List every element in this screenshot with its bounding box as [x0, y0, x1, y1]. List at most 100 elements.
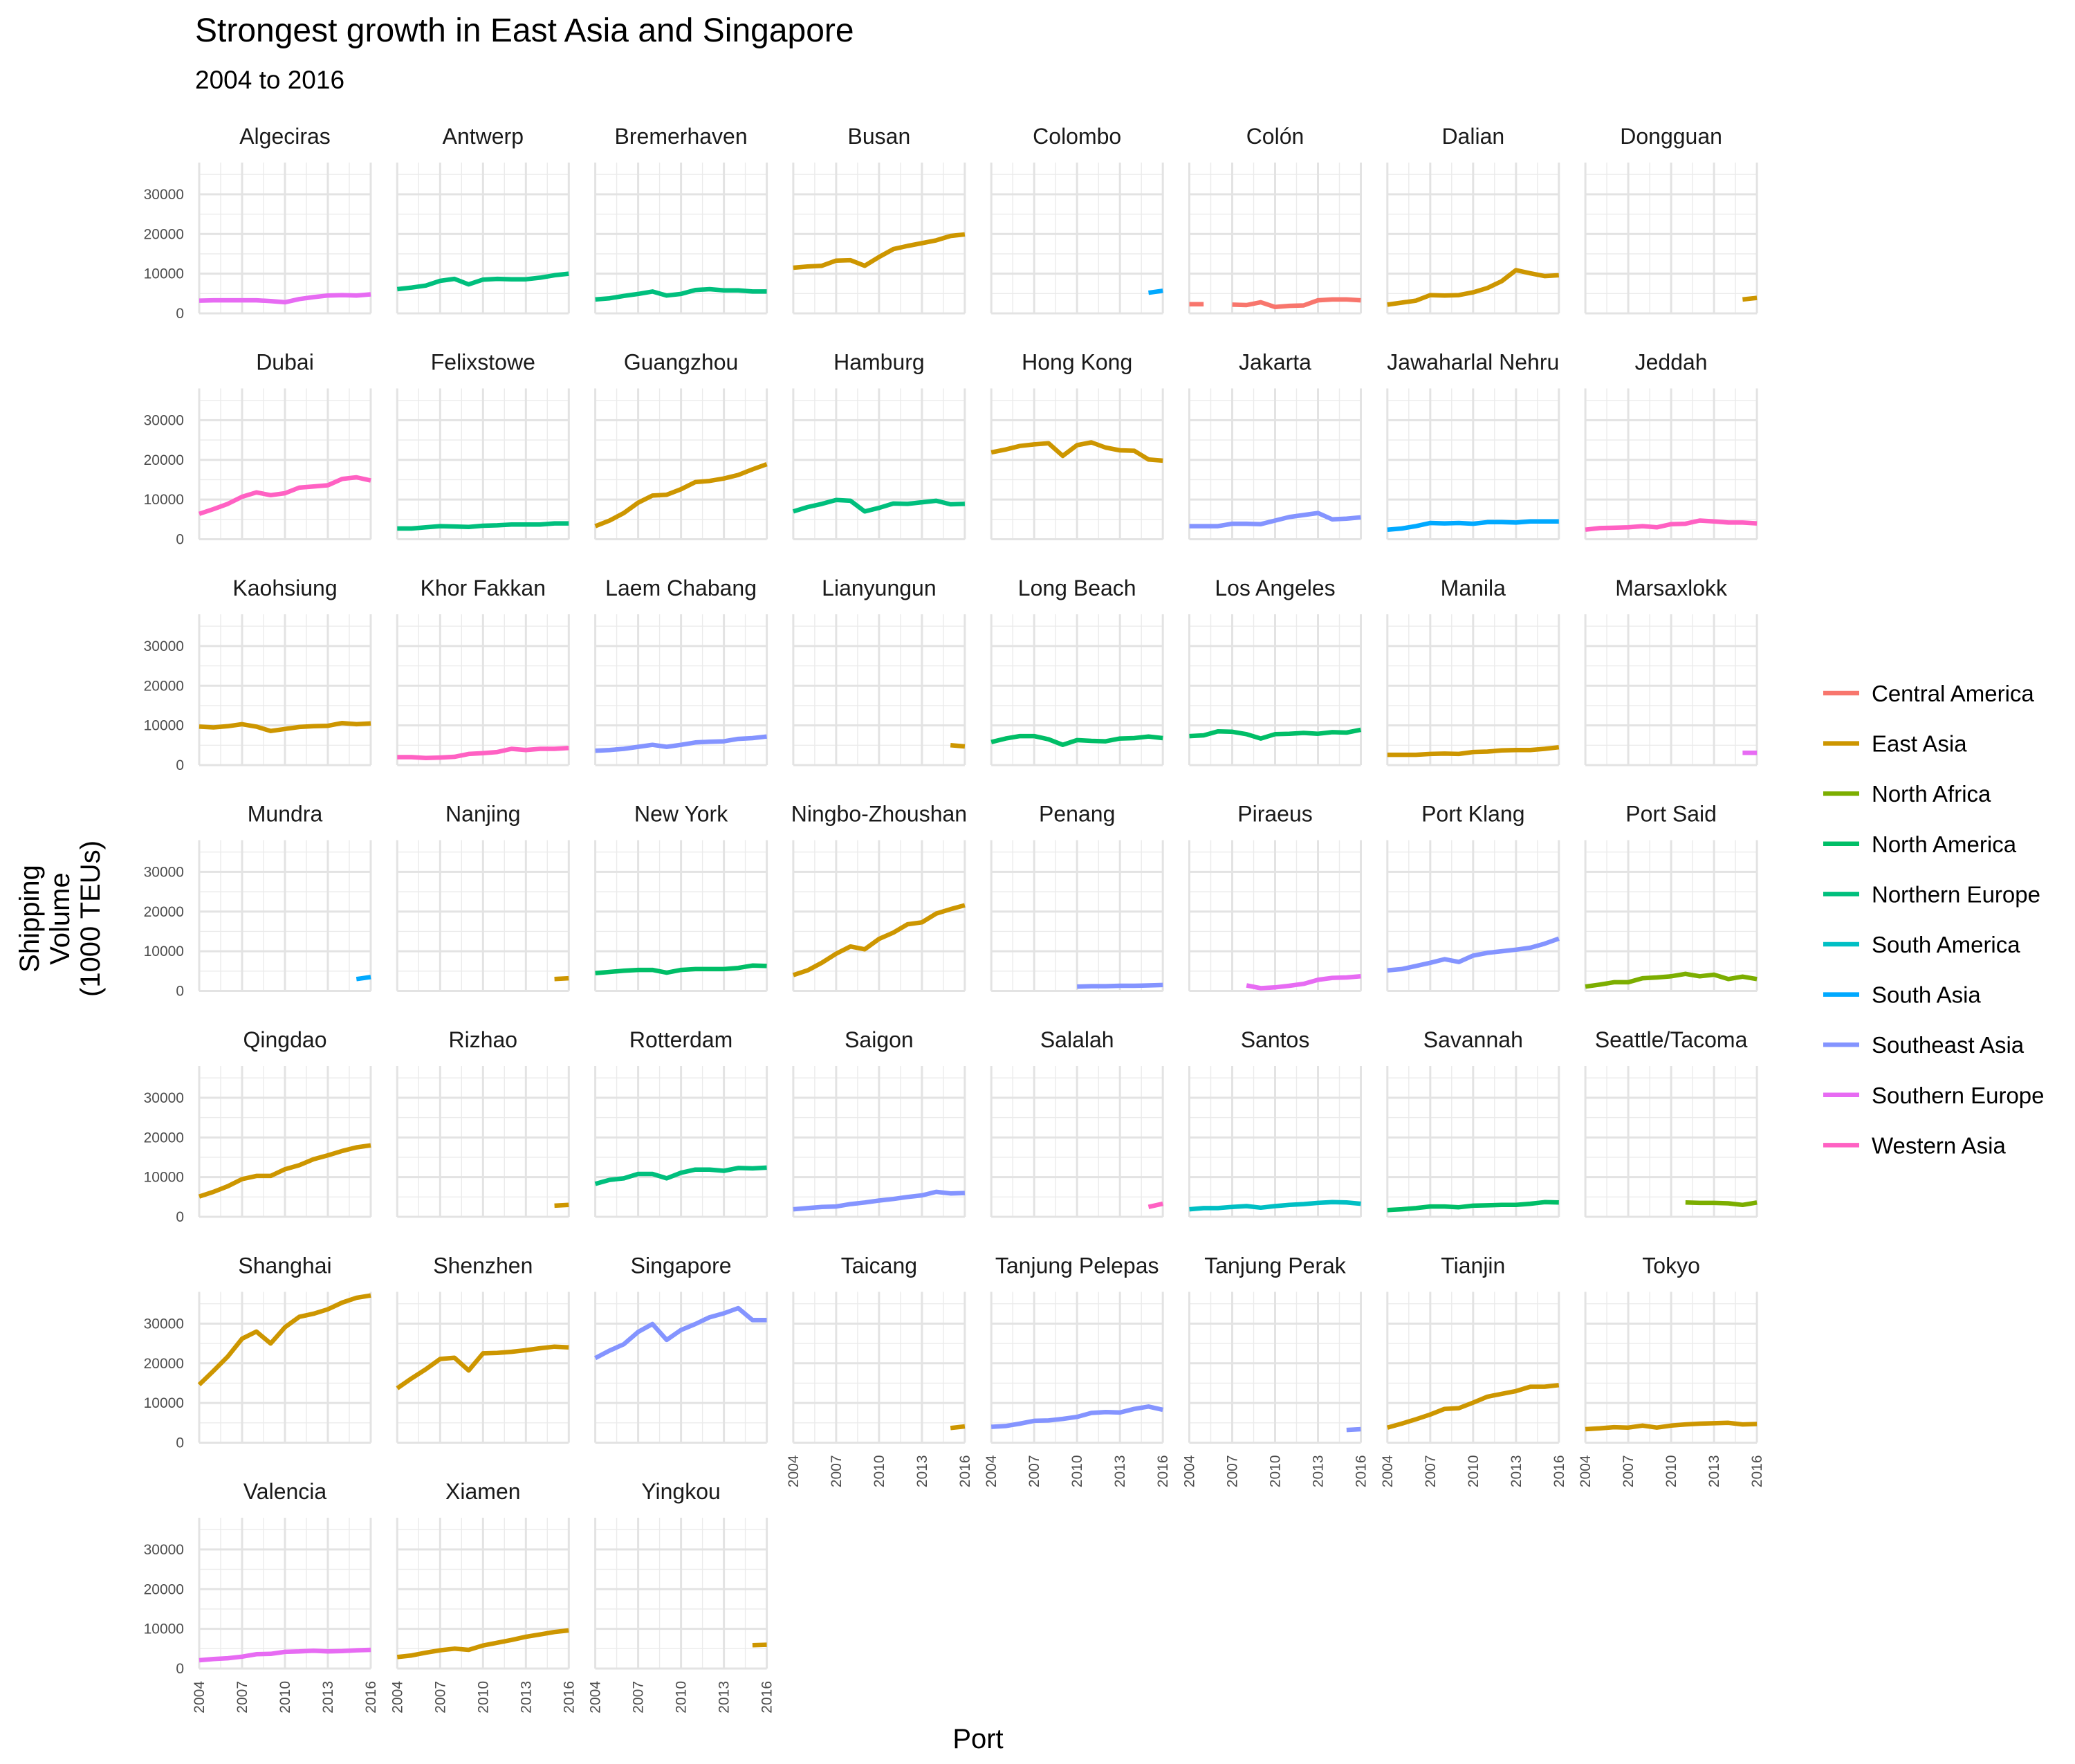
- series-line-felixstowe: [397, 521, 569, 531]
- facet-panels: Algeciras 0 10000 20000 30000 Antwerp Bremerha…: [144, 124, 1766, 1714]
- facet-panel-tanjung-perak: Tanjung Perak 2004 2007 2010 2013 2016: [1182, 1253, 1370, 1488]
- facet-label: Manila: [1441, 576, 1506, 600]
- facet-label: Jakarta: [1239, 350, 1311, 375]
- x-tick-label: 2010: [475, 1681, 491, 1714]
- x-tick-label: 2004: [1380, 1455, 1396, 1487]
- facet-label: New York: [634, 802, 728, 827]
- facet-label: Dalian: [1441, 124, 1504, 149]
- panel-grid: [1386, 840, 1560, 992]
- facet-panel-new-york: New York: [594, 802, 768, 992]
- facet-label: Hamburg: [833, 350, 925, 375]
- y-tick-label: 20000: [144, 904, 184, 920]
- facet-panel-piraeus: Piraeus: [1188, 802, 1362, 992]
- facet-label: Felixstowe: [431, 350, 535, 375]
- series-line-hamburg: [792, 497, 965, 514]
- facet-panel-ningbo-zhoushan: Ningbo-Zhoushan: [791, 802, 967, 992]
- panel-grid: [198, 388, 372, 540]
- series-line-khor-fakkan: [397, 746, 569, 760]
- series-line-shanghai: [197, 1293, 371, 1387]
- panel-grid: [1584, 388, 1758, 540]
- series-line-salalah: [1147, 1201, 1163, 1209]
- series-line-santos: [1189, 1200, 1361, 1212]
- facet-panel-felixstowe: Felixstowe: [396, 350, 570, 540]
- x-tick-label: 2010: [872, 1455, 887, 1488]
- series-line-colombo: [1148, 288, 1163, 295]
- y-axis-title-line-1: Shipping: [15, 865, 45, 973]
- x-tick-label: 2016: [561, 1681, 577, 1714]
- facet-label: Dongguan: [1620, 124, 1722, 149]
- facet-panel-tokyo: Tokyo 2004 2007 2010 2013 2016: [1578, 1253, 1765, 1488]
- series-line-col-n: [1232, 297, 1361, 310]
- facet-panel-mundra: Mundra 0 10000 20000 30000: [144, 802, 372, 1000]
- facet-label: Tokyo: [1642, 1253, 1700, 1278]
- panel-grid: [1386, 163, 1560, 315]
- series-line-qingdao: [198, 1143, 371, 1199]
- x-tick-label: 2013: [914, 1455, 930, 1488]
- facet-panel-long-beach: Long Beach: [990, 576, 1164, 766]
- y-tick-label: 10000: [144, 492, 184, 508]
- facet-panel-kaohsiung: Kaohsiung 0 10000 20000 30000: [144, 576, 372, 773]
- panel-grid: [396, 163, 570, 315]
- x-tick-label: 2004: [1182, 1455, 1198, 1487]
- panel-grid: [792, 614, 966, 766]
- x-tick-label: 2007: [1423, 1455, 1439, 1488]
- y-tick-label: 10000: [144, 718, 184, 734]
- y-tick-label: 30000: [144, 1542, 184, 1558]
- x-tick-label: 2016: [1551, 1455, 1567, 1488]
- series-line-laem-chabang: [595, 734, 767, 753]
- series-line-algeciras: [199, 292, 371, 305]
- series-line-dongguan: [1742, 295, 1758, 302]
- facet-panel-valencia: Valencia 0 10000 20000 30000 2004 2007 2010 2013…: [144, 1479, 379, 1714]
- panel-grid: [1584, 163, 1758, 315]
- facet-panel-jeddah: Jeddah: [1584, 350, 1758, 540]
- facet-panel-hamburg: Hamburg: [792, 350, 966, 540]
- facet-label: Xiamen: [445, 1479, 521, 1504]
- panel-grid: [198, 840, 372, 992]
- y-tick-label: 0: [176, 757, 184, 773]
- facet-panel-tianjin: Tianjin 2004 2007 2010 2013 2016: [1380, 1253, 1567, 1488]
- y-tick-label: 10000: [144, 944, 184, 959]
- series-line-tanjung-pelepas: [991, 1404, 1163, 1429]
- series-line-long-beach: [990, 733, 1163, 747]
- facet-panel-salalah: Salalah: [990, 1027, 1164, 1218]
- panel-grid: [198, 1292, 372, 1444]
- series-line-valencia: [199, 1647, 371, 1663]
- facet-label: Singapore: [631, 1253, 732, 1278]
- x-tick-label: 2004: [389, 1681, 405, 1714]
- x-tick-label: 2013: [1706, 1455, 1722, 1488]
- facet-label: Taicang: [841, 1253, 917, 1278]
- x-tick-label: 2016: [759, 1681, 775, 1714]
- legend-item-southern-europe: Southern Europe: [1823, 1083, 2045, 1108]
- series-line-tanjung-perak: [1346, 1426, 1361, 1433]
- panel-grid: [1188, 1066, 1362, 1218]
- legend-item-south-asia: South Asia: [1823, 982, 1981, 1008]
- series-line-rizhao: [554, 1202, 569, 1209]
- facet-panel-qingdao: Qingdao 0 10000 20000 30000: [144, 1027, 372, 1225]
- x-tick-label: 2004: [192, 1681, 208, 1714]
- legend-label: Central America: [1872, 681, 2034, 706]
- facet-label: Tanjung Pelepas: [995, 1253, 1159, 1278]
- legend-item-north-america: North America: [1823, 832, 2017, 857]
- panel-grid: [1584, 1066, 1758, 1218]
- facet-label: Savannah: [1423, 1027, 1523, 1052]
- x-tick-label: 2016: [1749, 1455, 1765, 1488]
- y-tick-label: 10000: [144, 266, 184, 282]
- legend-item-south-america: South America: [1823, 932, 2020, 957]
- panel-grid: [594, 1292, 768, 1444]
- facet-panel-singapore: Singapore: [594, 1253, 768, 1444]
- facet-label: Saigon: [845, 1027, 914, 1052]
- facet-label: Penang: [1039, 802, 1115, 827]
- series-line-los-angeles: [1189, 727, 1362, 741]
- panel-grid: [594, 1066, 768, 1218]
- legend-label: Western Asia: [1872, 1132, 2006, 1158]
- y-tick-label: 0: [176, 1661, 184, 1677]
- panel-grid: [792, 388, 966, 540]
- y-tick-label: 30000: [144, 187, 184, 203]
- facet-label: Laem Chabang: [605, 576, 757, 600]
- panel-grid: [792, 1292, 966, 1444]
- panel-grid: [1386, 1292, 1560, 1444]
- legend-item-southeast-asia: Southeast Asia: [1823, 1032, 2025, 1058]
- panel-grid: [594, 1518, 768, 1670]
- facet-label: Shenzhen: [433, 1253, 533, 1278]
- panel-grid: [198, 614, 372, 766]
